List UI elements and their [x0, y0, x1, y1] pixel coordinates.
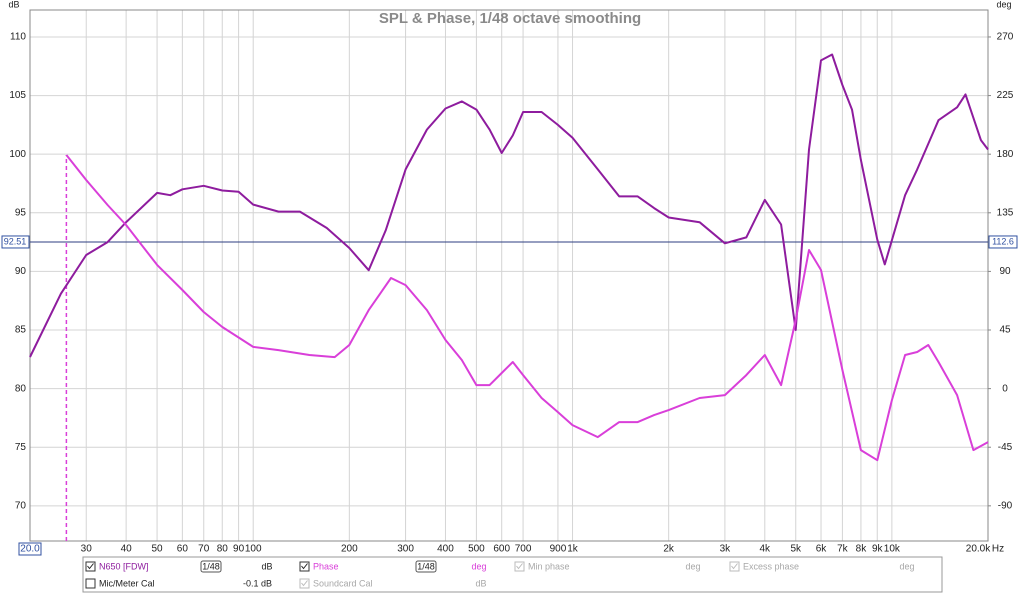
unit-label: deg — [899, 561, 914, 571]
y-tick-label: 105 — [9, 90, 26, 101]
control-label: Excess phase — [743, 561, 799, 571]
checkbox[interactable] — [85, 578, 96, 589]
cal-value: -0.1 dB — [243, 578, 272, 588]
cursor-box — [1, 235, 30, 249]
x-tick-label: 10k — [884, 544, 901, 555]
x-tick-label: 500 — [468, 544, 485, 555]
x-tick-label: 200 — [341, 544, 358, 555]
smoothing-label: 1/48 — [202, 561, 220, 571]
check-mark — [87, 563, 94, 570]
check-mark — [731, 563, 738, 570]
cursor-label: 112.6 — [992, 236, 1014, 246]
y2-tick-label: 0 — [1002, 383, 1008, 394]
x-tick-label: 20.0 — [20, 544, 40, 555]
y2-tick-label: 135 — [997, 207, 1014, 218]
y-tick-label: 100 — [9, 149, 26, 160]
y-tick-label: 70 — [15, 500, 27, 511]
x-tick-label: 90 — [233, 544, 245, 555]
y2-tick-label: 45 — [999, 325, 1011, 336]
x-start-box — [18, 542, 42, 556]
cursor-label: 92.51 — [4, 236, 27, 246]
x-tick-label: 70 — [198, 544, 210, 555]
x-tick-label: 8k — [856, 544, 868, 555]
x-tick-label: 80 — [217, 544, 229, 555]
smoothing-button[interactable] — [200, 560, 222, 573]
series-line — [29, 53, 989, 358]
y2-tick-label: 90 — [999, 266, 1011, 277]
legend-label: N650 [FDW] — [99, 561, 149, 571]
unit-label: dB — [261, 561, 272, 571]
x-tick-label: 9k — [872, 544, 884, 555]
y-axis-label: dB — [8, 0, 19, 9]
x-tick-label: 600 — [493, 544, 510, 555]
y-tick-label: 85 — [15, 325, 27, 336]
control-label: Mic/Meter Cal — [99, 578, 155, 588]
series-line — [65, 154, 989, 462]
x-tick-label: 2k — [663, 544, 675, 555]
x-tick-label: 400 — [437, 544, 454, 555]
y-tick-label: 75 — [15, 442, 27, 453]
y2-tick-label: 225 — [997, 90, 1014, 101]
x-tick-label: 3k — [720, 544, 732, 555]
check-mark — [516, 563, 523, 570]
x-tick-label: 50 — [152, 544, 164, 555]
y2-axis-label: deg — [996, 0, 1011, 9]
y2-tick-label: -45 — [998, 442, 1013, 453]
x-tick-label: 5k — [790, 544, 802, 555]
check-mark — [301, 580, 308, 587]
smoothing-label: 1/48 — [417, 561, 435, 571]
panel-frame — [82, 556, 943, 593]
x-tick-label: 7k — [837, 544, 849, 555]
cursor-box — [988, 235, 1018, 249]
x-tick-label: 20.0k — [966, 544, 991, 555]
legend-label: Phase — [313, 561, 339, 571]
smoothing-button[interactable] — [415, 560, 437, 573]
unit-label: dB — [475, 578, 486, 588]
y2-tick-label: 270 — [997, 32, 1014, 43]
y2-tick-label: -90 — [998, 500, 1013, 511]
x-tick-label: 60 — [177, 544, 189, 555]
unit-label: deg — [685, 561, 700, 571]
chart-title: SPL & Phase, 1/48 octave smoothing — [379, 10, 641, 27]
x-axis-label: Hz — [992, 544, 1004, 555]
y-tick-label: 110 — [10, 32, 26, 43]
control-label: Min phase — [528, 561, 570, 571]
control-panel: N650 [FDW] 1/48 dB Phase 1/48 deg Min ph… — [82, 556, 943, 593]
check-mark — [301, 563, 308, 570]
x-tick-label: 6k — [816, 544, 828, 555]
x-tick-label: 700 — [515, 544, 532, 555]
y-tick-label: 95 — [15, 207, 27, 218]
plot-frame — [29, 9, 989, 542]
y-tick-label: 80 — [15, 383, 27, 394]
y2-tick-label: 180 — [997, 149, 1014, 160]
x-tick-label: 1k — [567, 544, 579, 555]
x-tick-label: 4k — [760, 544, 772, 555]
x-tick-label: 900 — [550, 544, 567, 555]
unit-label: deg — [471, 561, 486, 571]
x-tick-label: 100 — [245, 544, 262, 555]
x-tick-label: 40 — [121, 544, 133, 555]
x-tick-label: 300 — [397, 544, 414, 555]
control-label: Soundcard Cal — [313, 578, 373, 588]
y-tick-label: 90 — [15, 266, 27, 277]
x-tick-label: 30 — [81, 544, 93, 555]
